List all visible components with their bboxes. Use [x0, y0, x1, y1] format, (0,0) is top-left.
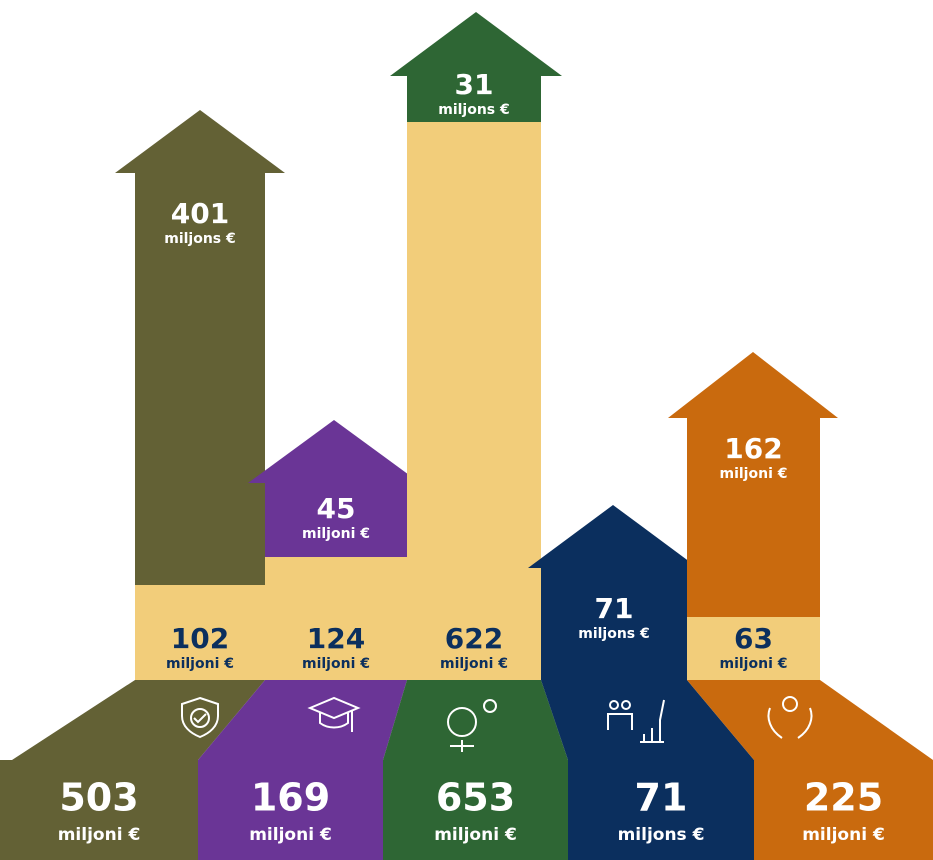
total-box — [568, 760, 754, 860]
shield-icon — [181, 696, 219, 739]
top-value: 401 — [171, 197, 229, 230]
arrow-head — [390, 12, 562, 76]
base-segment — [407, 122, 541, 680]
total-box — [383, 760, 568, 860]
graduation-icon — [307, 696, 361, 732]
total-value: 653 — [436, 776, 515, 820]
top-unit: miljoni € — [302, 526, 370, 542]
icon-band — [198, 680, 407, 760]
shield-icon — [193, 713, 207, 724]
climate-icon — [447, 707, 477, 737]
arrow-head — [528, 505, 698, 568]
base-value: 622 — [445, 622, 503, 655]
total-value: 503 — [59, 776, 138, 820]
base-unit: miljoni € — [720, 656, 788, 672]
arrow-head — [115, 110, 285, 173]
arrow-head — [668, 352, 838, 418]
base-segment — [265, 557, 407, 680]
base-unit: miljoni € — [440, 656, 508, 672]
top-unit: miljons € — [578, 626, 650, 642]
icon-band — [12, 680, 265, 760]
top-value: 71 — [595, 592, 634, 625]
arrow-head — [248, 420, 420, 483]
total-value: 225 — [804, 776, 883, 820]
total-box — [198, 760, 383, 860]
hands-icon — [767, 707, 813, 739]
base-segment — [135, 585, 265, 680]
total-unit: miljoni € — [434, 825, 517, 845]
total-unit: miljoni € — [249, 825, 332, 845]
top-value: 45 — [317, 492, 356, 525]
top-segment — [407, 76, 541, 122]
base-segment — [687, 617, 820, 680]
shield-icon — [190, 708, 210, 728]
icon-band — [541, 680, 754, 760]
top-value: 162 — [724, 432, 782, 465]
total-value: 169 — [251, 776, 330, 820]
people-icon — [607, 699, 665, 743]
total-value: 71 — [635, 776, 688, 820]
hands-icon — [782, 696, 798, 712]
top-unit: miljons € — [438, 102, 510, 118]
base-value: 63 — [734, 622, 773, 655]
total-unit: miljons € — [618, 825, 705, 845]
top-segment — [541, 568, 687, 680]
total-box — [754, 760, 933, 860]
icon-band — [687, 680, 933, 760]
top-value: 31 — [455, 68, 494, 101]
base-value: 124 — [307, 622, 365, 655]
top-unit: miljons € — [164, 231, 236, 247]
people-icon — [609, 700, 619, 710]
people-icon — [621, 700, 631, 710]
icons — [181, 696, 813, 752]
total-unit: miljoni € — [802, 825, 885, 845]
top-segment — [265, 483, 407, 557]
total-box — [0, 760, 198, 860]
base-unit: miljoni € — [302, 656, 370, 672]
base-value: 102 — [171, 622, 229, 655]
total-unit: miljoni € — [58, 825, 141, 845]
top-unit: miljoni € — [720, 466, 788, 482]
climate-icon — [483, 699, 497, 713]
top-segment — [135, 173, 265, 585]
base-unit: miljoni € — [166, 656, 234, 672]
climate-icon — [450, 740, 474, 752]
top-segment — [687, 418, 820, 617]
